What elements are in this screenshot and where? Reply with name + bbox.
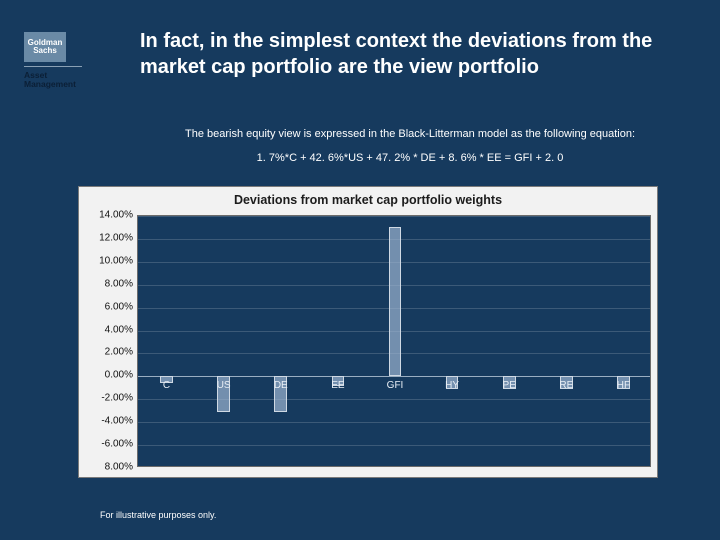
y-tick-label: 2.00%: [105, 347, 133, 358]
x-tick-label: RE: [559, 380, 573, 391]
grid-line: [138, 422, 650, 423]
y-axis-labels: 14.00%12.00%10.00%8.00%6.00%4.00%2.00%0.…: [79, 215, 137, 467]
brand-divider: [24, 66, 82, 67]
brand-logo-box: Goldman Sachs: [24, 32, 66, 62]
x-tick-label: GFI: [387, 380, 404, 391]
y-tick-label: 6.00%: [105, 301, 133, 312]
footnote: For illustrative purposes only.: [100, 510, 216, 520]
y-tick-label: 8.00%: [105, 462, 133, 473]
x-tick-label: DE: [274, 380, 288, 391]
y-tick-label: 12.00%: [99, 232, 133, 243]
y-tick-label: 10.00%: [99, 255, 133, 266]
brand-subtitle: Asset Management: [24, 71, 82, 90]
grid-zero-line: [138, 376, 650, 377]
brand-logo: Goldman Sachs Asset Management: [24, 32, 82, 90]
x-tick-label: HF: [617, 380, 630, 391]
chart-container: Deviations from market cap portfolio wei…: [78, 186, 658, 478]
x-tick-label: PE: [503, 380, 516, 391]
y-tick-label: 14.00%: [99, 210, 133, 221]
grid-line: [138, 399, 650, 400]
chart-plot-area: C US DE EE GFI HY PE RE HF: [137, 215, 651, 467]
page-title: In fact, in the simplest context the dev…: [140, 28, 670, 80]
chart-title: Deviations from market cap portfolio wei…: [79, 193, 657, 207]
y-tick-label: -6.00%: [101, 439, 133, 450]
grid-line: [138, 216, 650, 217]
grid-line: [138, 445, 650, 446]
y-tick-label: -2.00%: [101, 393, 133, 404]
x-tick-label: C: [163, 380, 170, 391]
brand-line2: Sachs: [33, 46, 57, 55]
y-tick-label: 4.00%: [105, 324, 133, 335]
x-tick-label: US: [217, 380, 231, 391]
x-tick-label: EE: [331, 380, 344, 391]
y-tick-label: 0.00%: [105, 370, 133, 381]
y-tick-label: 8.00%: [105, 278, 133, 289]
y-tick-label: -4.00%: [101, 416, 133, 427]
equation-text: 1. 7%*C + 42. 6%*US + 47. 2% * DE + 8. 6…: [130, 152, 690, 164]
subtitle-text: The bearish equity view is expressed in …: [130, 128, 690, 140]
chart-bar: [389, 227, 402, 376]
brand-sub-line2: Management: [24, 79, 76, 89]
x-tick-label: HY: [445, 380, 459, 391]
